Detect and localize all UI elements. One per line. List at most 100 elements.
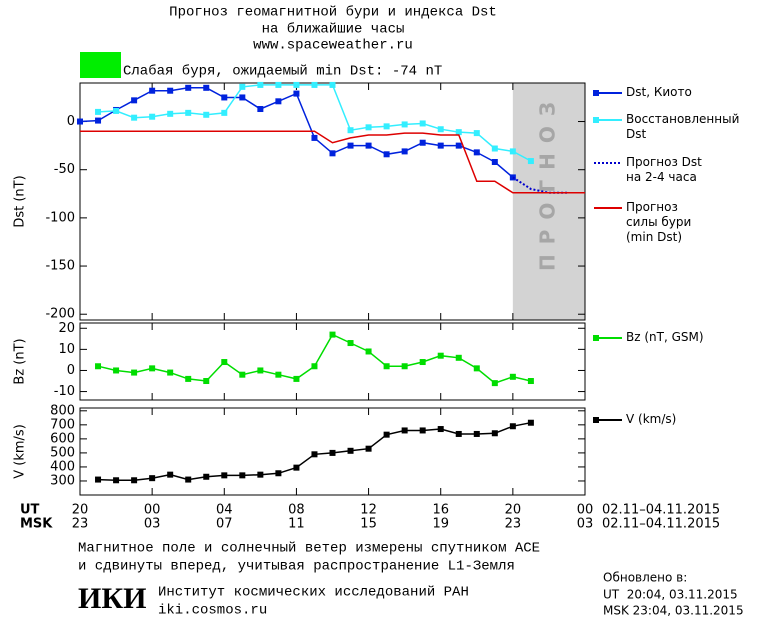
- point: [221, 109, 228, 116]
- y-tick-label: -200: [45, 307, 75, 322]
- point: [113, 367, 120, 374]
- point: [293, 464, 300, 471]
- subtitle: на ближайшие часы: [262, 21, 405, 38]
- x-axis-label: UT: [20, 503, 40, 518]
- y-tick-label: -100: [45, 210, 75, 225]
- status-text: Слабая буря, ожидаемый min Dst: -74 nT: [123, 63, 442, 80]
- x-tick-label: 12: [360, 503, 377, 518]
- forecast-label: ПРОГНОЗ: [535, 92, 559, 271]
- point: [401, 427, 408, 434]
- point: [167, 87, 174, 94]
- point: [383, 431, 390, 438]
- point: [257, 367, 264, 374]
- legend-label: Dst, Киото: [626, 85, 692, 99]
- point: [473, 149, 480, 156]
- point: [527, 419, 534, 426]
- point: [95, 476, 102, 483]
- point: [239, 94, 246, 101]
- point: [347, 127, 354, 134]
- point: [491, 380, 498, 387]
- point: [185, 109, 192, 116]
- point: [95, 108, 102, 115]
- series-line: [97, 84, 532, 162]
- point: [203, 378, 210, 385]
- legend-label: Прогноз силы бури (min Dst): [626, 200, 692, 244]
- point: [509, 174, 516, 181]
- point: [329, 449, 336, 456]
- y-axis-label: Dst (nT): [13, 175, 28, 227]
- point: [167, 110, 174, 117]
- y-tick-label: 20: [58, 321, 75, 336]
- point: [203, 111, 210, 118]
- point: [473, 430, 480, 437]
- point: [131, 369, 138, 376]
- point: [149, 475, 156, 482]
- point: [491, 145, 498, 152]
- point: [365, 348, 372, 355]
- x-tick-label: 04: [216, 503, 233, 518]
- y-tick-label: 600: [50, 431, 75, 446]
- point: [311, 363, 318, 370]
- y-tick-label: -50: [54, 162, 75, 177]
- point: [167, 369, 174, 376]
- point: [509, 148, 516, 155]
- point: [365, 445, 372, 452]
- x-tick-label: 20: [505, 503, 522, 518]
- point: [275, 371, 282, 378]
- x-tick-label-msk: 23: [505, 517, 522, 532]
- point: [473, 365, 480, 372]
- institute: Институт космических исследований РАН: [158, 584, 469, 601]
- plot-frame: [79, 407, 586, 496]
- point: [329, 150, 336, 157]
- y-tick-label: 10: [58, 342, 75, 357]
- point: [455, 430, 462, 437]
- point: [293, 375, 300, 382]
- point: [239, 371, 246, 378]
- point: [509, 423, 516, 430]
- series-line: [79, 87, 514, 178]
- point: [203, 84, 210, 91]
- x-tick-label-msk: 07: [216, 517, 233, 532]
- updated-label: Обновлено в:: [603, 571, 687, 585]
- point: [473, 130, 480, 137]
- point: [257, 81, 264, 88]
- point: [131, 114, 138, 121]
- point: [311, 451, 318, 458]
- legend-marker: [593, 335, 599, 341]
- x-tick-label-msk: 15: [360, 517, 377, 532]
- point: [329, 81, 336, 88]
- point: [347, 340, 354, 347]
- point: [365, 142, 372, 149]
- point: [419, 359, 426, 366]
- legend-marker: [593, 117, 599, 123]
- point: [419, 120, 426, 127]
- x-tick-label: 20: [72, 503, 89, 518]
- y-tick-label: 0: [67, 363, 75, 378]
- point: [527, 158, 534, 165]
- y-tick-label: 300: [50, 473, 75, 488]
- plot-frame: [79, 82, 586, 321]
- point: [113, 477, 120, 484]
- status-box: [80, 52, 121, 78]
- point: [437, 142, 444, 149]
- point: [419, 427, 426, 434]
- y-axis-label: V (km/s): [13, 424, 28, 479]
- point: [311, 134, 318, 141]
- point: [95, 363, 102, 370]
- point: [167, 471, 174, 478]
- x-tick-label-msk: 23: [72, 517, 89, 532]
- point: [401, 148, 408, 155]
- series-line: [80, 130, 585, 194]
- point: [203, 473, 210, 480]
- point: [95, 117, 102, 124]
- point: [113, 107, 120, 114]
- x-tick-label-msk: 03: [144, 517, 161, 532]
- point: [221, 472, 228, 479]
- point: [329, 331, 336, 338]
- point: [437, 426, 444, 433]
- url: www.spaceweather.ru: [253, 38, 413, 54]
- point: [257, 471, 264, 478]
- point: [149, 113, 156, 120]
- point: [455, 354, 462, 361]
